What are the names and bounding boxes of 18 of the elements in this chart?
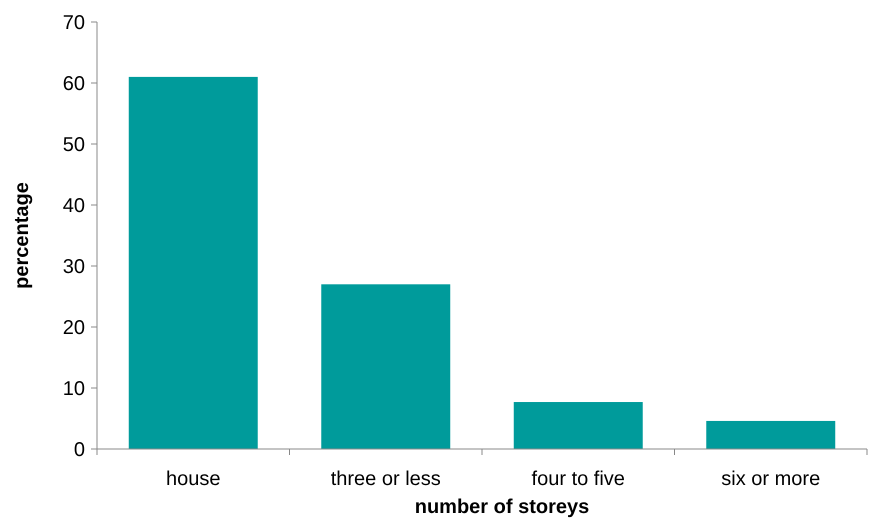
x-tick-label: six or more: [721, 468, 820, 490]
bar: [514, 402, 643, 449]
bar: [706, 420, 836, 449]
x-tick-label: house: [166, 468, 220, 490]
y-tick-label: 60: [62, 73, 85, 95]
y-tick-label: 70: [62, 12, 85, 34]
y-tick-label: 0: [74, 439, 85, 461]
y-tick-label: 20: [62, 317, 85, 339]
y-tick-label: 30: [62, 256, 85, 278]
y-axis-title: percentage: [11, 182, 33, 289]
bar: [128, 76, 258, 449]
y-tick-label: 10: [62, 378, 85, 400]
y-tick-label: 40: [62, 195, 85, 217]
bar: [321, 284, 450, 449]
x-tick-label: four to five: [532, 468, 625, 490]
y-tick-label: 50: [62, 134, 85, 156]
x-tick-label: three or less: [330, 468, 441, 490]
x-axis-title: number of storeys: [414, 496, 590, 518]
